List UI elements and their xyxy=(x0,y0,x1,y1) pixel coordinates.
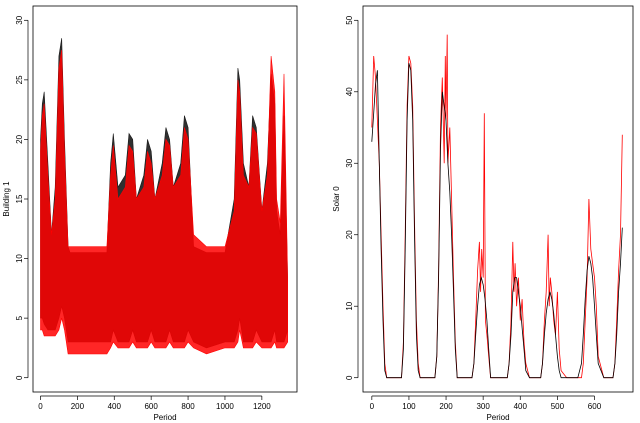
y-tick-label: 50 xyxy=(345,15,354,24)
y-tick-label: 20 xyxy=(15,134,24,143)
x-tick-label: 1200 xyxy=(253,402,271,411)
x-tick-label: 200 xyxy=(439,402,453,411)
x-tick-label: 1000 xyxy=(216,402,234,411)
x-tick-label: 800 xyxy=(181,402,195,411)
y-tick-label: 0 xyxy=(15,375,24,380)
x-tick-label: 0 xyxy=(38,402,43,411)
y-tick-label: 25 xyxy=(15,75,24,84)
y-tick-label: 10 xyxy=(345,301,354,310)
plot-frame xyxy=(32,5,298,393)
x-tick-label: 100 xyxy=(402,402,416,411)
x-tick-label: 400 xyxy=(108,402,122,411)
series-line-actual xyxy=(371,63,623,379)
x-axis-title: Period xyxy=(486,413,509,422)
series-band-forecast xyxy=(40,50,288,355)
y-tick-label: 30 xyxy=(345,158,354,167)
x-tick-label: 400 xyxy=(514,402,528,411)
plot-frame xyxy=(362,5,634,393)
chart-panel-1: 0 200 400 600 800 1000 1200 0 5 10 15 20 25 30 Period B… xyxy=(2,5,298,422)
chart-panel-2: 0 100 200 300 400 500 600 0 10 20 30 40 50 Period Sola… xyxy=(332,5,634,422)
y-tick-label: 0 xyxy=(345,375,354,380)
y-axis-title: Solar 0 xyxy=(332,186,341,212)
x-tick-label: 500 xyxy=(551,402,565,411)
y-axis-title: Building 1 xyxy=(2,181,11,217)
y-tick-label: 10 xyxy=(15,254,24,263)
x-tick-label: 300 xyxy=(476,402,490,411)
y-tick-label: 40 xyxy=(345,87,354,96)
x-tick-label: 600 xyxy=(588,402,602,411)
y-tick-label: 15 xyxy=(15,194,24,203)
y-tick-label: 30 xyxy=(15,15,24,24)
x-axis-title: Period xyxy=(153,413,176,422)
x-tick-label: 600 xyxy=(144,402,158,411)
x-tick-label: 0 xyxy=(370,402,375,411)
y-tick-label: 20 xyxy=(345,230,354,239)
x-tick-label: 200 xyxy=(71,402,85,411)
y-tick-label: 5 xyxy=(15,315,24,320)
